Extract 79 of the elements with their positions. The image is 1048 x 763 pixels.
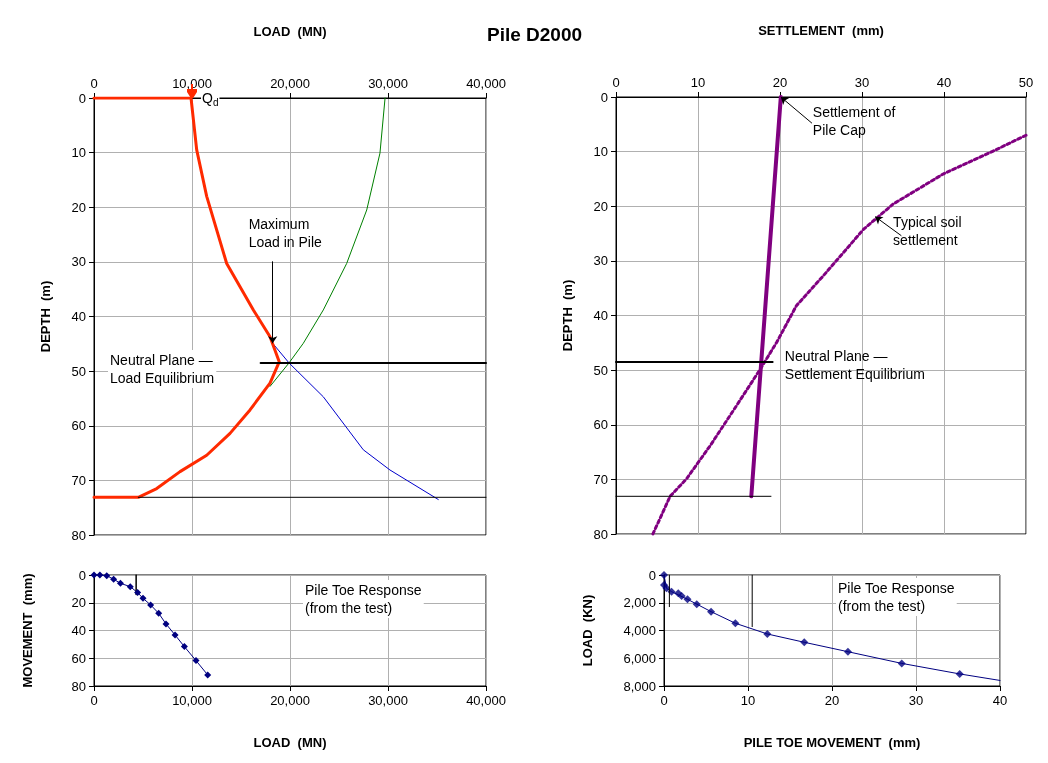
- annotation: Neutral Plane — Load Equilibrium: [110, 352, 215, 386]
- point: [147, 601, 155, 609]
- x-axis-title: LOAD (MN): [253, 24, 327, 39]
- y-tick-label: 20: [71, 595, 86, 611]
- x-tick-label: 30: [854, 75, 870, 90]
- x-axis-title: SETTLEMENT (mm): [758, 23, 884, 38]
- y-axis-title: DEPTH (m): [38, 280, 53, 353]
- annotation: Settlement of Pile Cap: [812, 104, 896, 138]
- y-tick-label: 20: [593, 198, 608, 214]
- y-tick-label: 70: [71, 472, 86, 488]
- x-tick-label: 10,000: [172, 693, 212, 708]
- annotation: Typical soil settlement: [893, 213, 962, 248]
- y-tick-label: 80: [71, 527, 86, 543]
- y-axis-title: MOVEMENT (mm): [20, 573, 35, 688]
- point: [139, 594, 147, 602]
- y-tick-label: 40: [593, 308, 608, 323]
- annotation: Pile Toe Response (from the test): [838, 580, 955, 614]
- y-axis-title: LOAD (KN): [580, 594, 595, 667]
- x-tick-label: 30: [908, 693, 924, 708]
- y-tick-label: 0: [648, 567, 656, 583]
- x-tick-label: 20,000: [270, 76, 310, 91]
- point: [110, 575, 118, 583]
- x-tick-label: 30,000: [368, 76, 408, 91]
- annotation: Pile Toe Response (from the test): [305, 582, 422, 616]
- x-tick-label: 10: [740, 693, 756, 708]
- point: [162, 620, 170, 628]
- y-tick-label: 60: [593, 417, 608, 433]
- point: [134, 589, 142, 597]
- point: [103, 572, 111, 580]
- x-tick-label: 30,000: [368, 693, 408, 708]
- y-tick-label: 60: [71, 650, 86, 666]
- annotation: Neutral Plane — Settlement Equilibrium: [784, 347, 925, 382]
- x-axis-title: PILE TOE MOVEMENT (mm): [743, 735, 921, 750]
- x-tick-label: 0: [612, 75, 620, 90]
- x-tick-label: 0: [660, 693, 668, 708]
- point: [180, 643, 188, 651]
- y-tick-label: 6,000: [623, 650, 656, 666]
- y-tick-label: 80: [71, 678, 86, 694]
- x-tick-label: 50: [1018, 75, 1034, 90]
- y-tick-label: 80: [593, 526, 608, 542]
- x-tick-label: 40,000: [466, 693, 506, 708]
- x-tick-label: 10: [690, 75, 706, 90]
- annotation: Maximum Load in Pile: [248, 216, 323, 251]
- y-tick-label: 40: [71, 309, 86, 324]
- y-tick-label: 50: [593, 362, 608, 378]
- x-tick-label: 40: [992, 693, 1008, 708]
- x-axis-title: LOAD (MN): [253, 735, 327, 750]
- y-tick-label: 70: [593, 471, 608, 487]
- y-tick-label: 60: [71, 418, 86, 434]
- y-tick-label: 0: [600, 89, 608, 105]
- x-tick-label: 40: [936, 75, 952, 90]
- y-tick-label: 50: [71, 363, 86, 379]
- y-tick-label: 8,000: [623, 678, 656, 694]
- x-tick-label: 20: [772, 75, 788, 90]
- x-tick-label: 0: [90, 76, 98, 91]
- x-tick-label: 20,000: [270, 693, 310, 708]
- y-tick-label: 4,000: [623, 623, 656, 638]
- x-tick-label: 10,000: [172, 76, 212, 91]
- y-tick-label: 0: [78, 567, 86, 583]
- y-axis-title: DEPTH (m): [560, 279, 575, 352]
- y-tick-label: 0: [78, 90, 86, 106]
- y-tick-label: 40: [71, 623, 86, 638]
- text: Pile D2000: [487, 24, 583, 45]
- x-tick-label: 40,000: [466, 76, 506, 91]
- x-tick-label: 20: [824, 693, 840, 708]
- point: [204, 671, 212, 679]
- y-tick-label: 30: [71, 254, 86, 270]
- y-tick-label: 10: [71, 145, 86, 161]
- y-tick-label: 10: [593, 144, 608, 160]
- point: [96, 571, 104, 579]
- y-tick-label: 2,000: [623, 595, 656, 611]
- point: [116, 579, 124, 587]
- point: [192, 657, 200, 665]
- y-tick-label: 20: [71, 199, 86, 215]
- point: [126, 583, 134, 591]
- x-tick-label: 0: [90, 693, 98, 708]
- y-tick-label: 30: [593, 253, 608, 269]
- point: [171, 631, 179, 639]
- point: [155, 609, 163, 617]
